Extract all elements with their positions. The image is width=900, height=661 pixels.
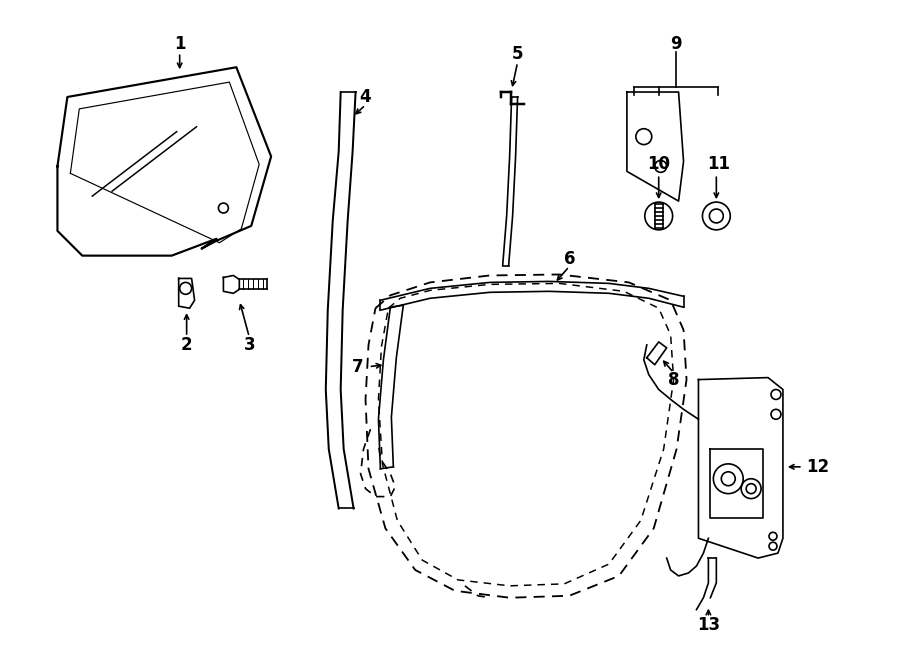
Text: 12: 12 (806, 458, 829, 476)
Text: 6: 6 (563, 250, 575, 268)
Text: 11: 11 (706, 155, 730, 173)
Text: 8: 8 (668, 371, 680, 389)
Text: 5: 5 (512, 46, 523, 63)
Text: 1: 1 (174, 36, 185, 54)
Text: 2: 2 (181, 336, 193, 354)
Text: 13: 13 (697, 617, 720, 635)
Text: 4: 4 (360, 88, 372, 106)
Text: 10: 10 (647, 155, 670, 173)
Text: 3: 3 (243, 336, 255, 354)
Text: 7: 7 (352, 358, 364, 375)
Text: 9: 9 (670, 36, 681, 54)
